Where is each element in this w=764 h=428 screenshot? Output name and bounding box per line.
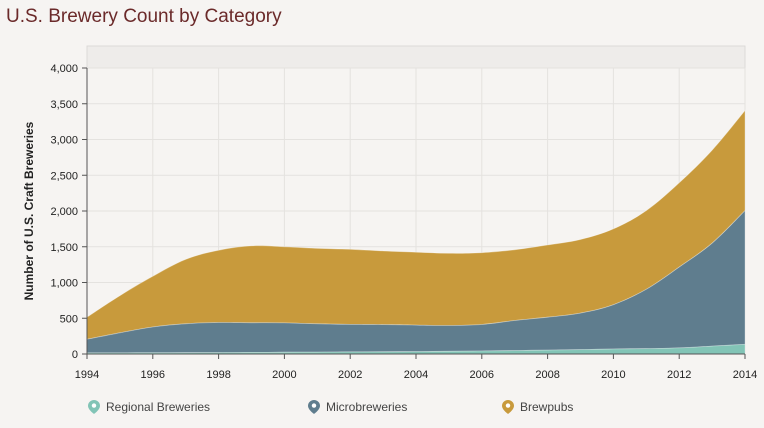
- legend-item-microbreweries[interactable]: Microbreweries: [308, 400, 407, 414]
- legend-item-brewpubs[interactable]: Brewpubs: [502, 400, 573, 414]
- x-tick-label: 2004: [404, 369, 428, 381]
- x-tick-label: 2014: [733, 369, 757, 381]
- chart-header-band: [86, 45, 746, 69]
- map-pin-icon: [88, 400, 100, 414]
- y-tick-label: 2,500: [50, 170, 78, 182]
- x-tick-label: 1996: [141, 369, 165, 381]
- x-tick-label: 1998: [206, 369, 230, 381]
- axes: 0 500 1,000 1,500 2,000 2,500 3,000 3,500 4,000 1…: [50, 63, 757, 381]
- legend-label: Microbreweries: [326, 400, 408, 414]
- y-tick-label: 2,000: [50, 206, 78, 218]
- chart-title: U.S. Brewery Count by Category: [6, 6, 282, 27]
- y-axis-label: Number of U.S. Craft Breweries: [22, 121, 36, 300]
- map-pin-icon: [502, 400, 514, 414]
- y-tick-label: 4,000: [50, 63, 78, 75]
- x-tick-label: 2010: [601, 369, 625, 381]
- legend-label: Regional Breweries: [106, 400, 211, 414]
- y-tick-label: 3,000: [50, 135, 78, 147]
- x-tick-label: 2012: [667, 369, 691, 381]
- y-tick-label: 1,000: [50, 278, 78, 290]
- x-tick-label: 2008: [535, 369, 559, 381]
- legend-label: Brewpubs: [520, 400, 574, 414]
- x-tick-label: 2000: [272, 369, 296, 381]
- legend: Regional Breweries Microbreweries Brewpu…: [0, 398, 764, 422]
- legend-item-regional-breweries[interactable]: Regional Breweries: [88, 400, 210, 414]
- stacked-area-chart: 0 500 1,000 1,500 2,000 2,500 3,000 3,500 4,000 1…: [22, 45, 757, 381]
- x-tick-label: 2002: [338, 369, 362, 381]
- y-tick-label: 1,500: [50, 242, 78, 254]
- map-pin-icon: [308, 400, 320, 414]
- x-tick-label: 1994: [75, 369, 99, 381]
- y-tick-label: 3,500: [50, 99, 78, 111]
- x-tick-label: 2006: [470, 369, 494, 381]
- y-tick-label: 500: [60, 313, 78, 325]
- y-tick-label: 0: [72, 349, 78, 361]
